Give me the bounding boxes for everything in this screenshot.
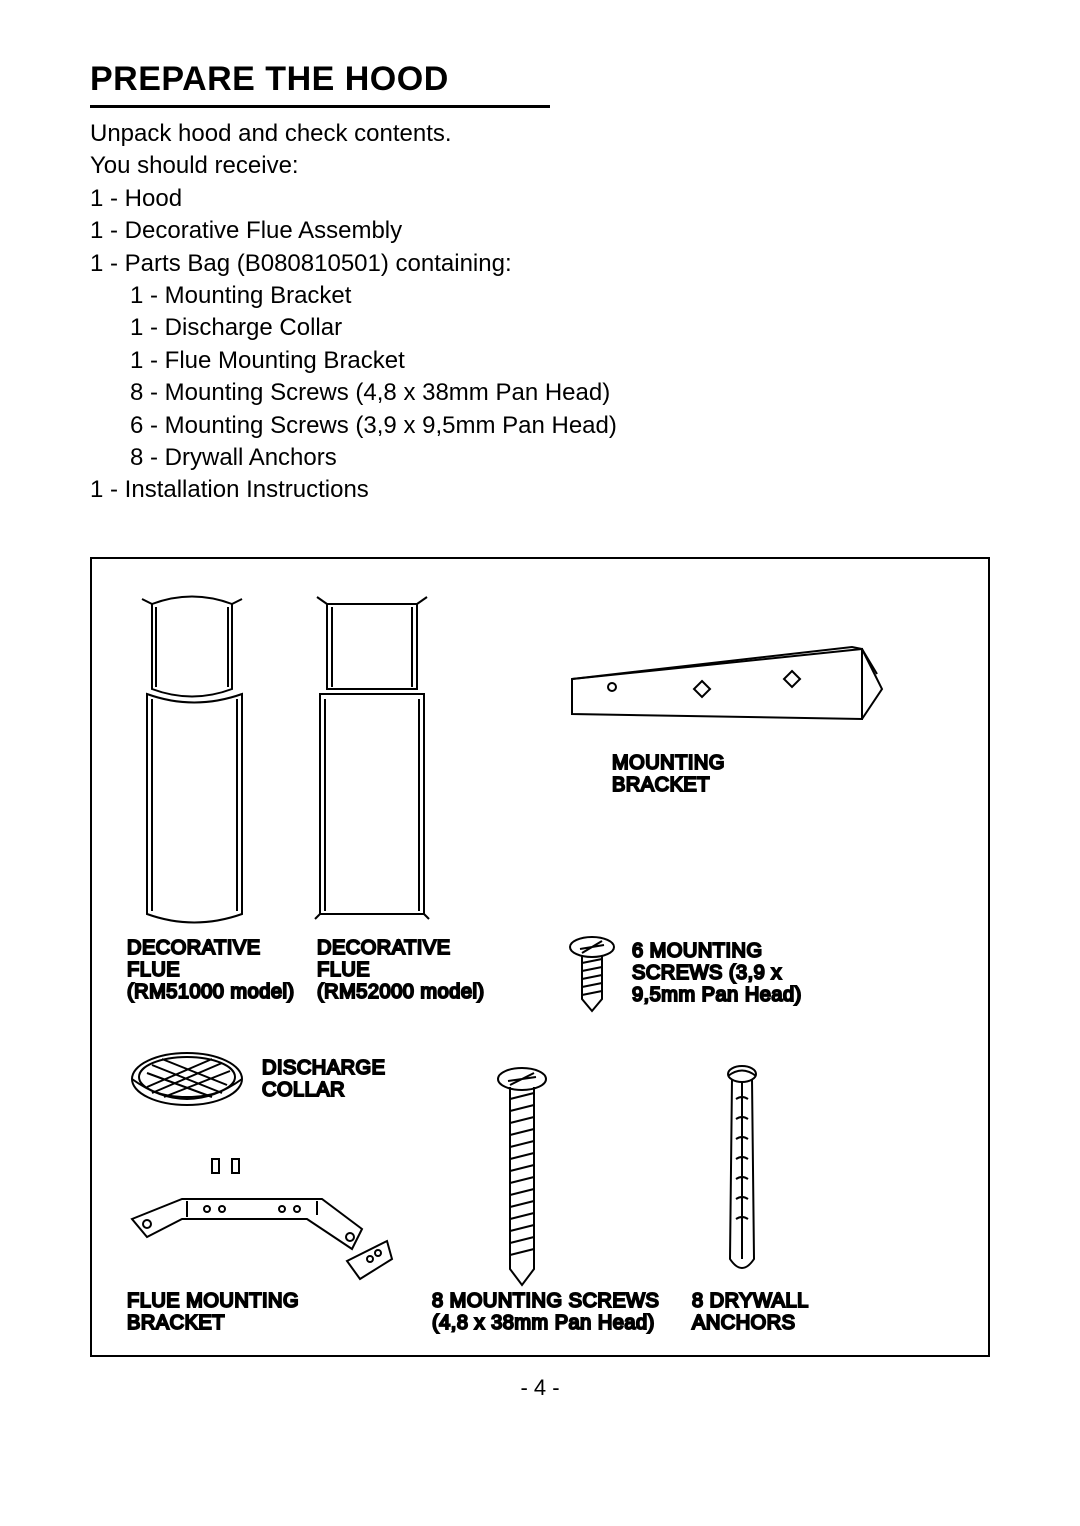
list-item: 8 - Drywall Anchors bbox=[130, 442, 990, 474]
flue-1-icon bbox=[142, 596, 242, 922]
parts-svg: DECORATIVE FLUE (RM51000 model) bbox=[92, 559, 988, 1355]
screw-large-icon bbox=[498, 1068, 546, 1285]
list-item: 6 - Mounting Screws (3,9 x 9,5mm Pan Hea… bbox=[130, 410, 990, 442]
screws6-caption: 9,5mm Pan Head) bbox=[632, 984, 802, 1006]
mbracket-caption: BRACKET bbox=[612, 774, 710, 796]
intro-line: Unpack hood and check contents. bbox=[90, 118, 990, 150]
screws6-caption: SCREWS (3,9 x bbox=[632, 962, 782, 984]
contents-list-end: 1 - Installation Instructions bbox=[90, 474, 990, 506]
flue2-caption: FLUE bbox=[317, 959, 370, 981]
discharge-collar-icon bbox=[132, 1053, 242, 1105]
dcollar-caption: DISCHARGE bbox=[262, 1057, 385, 1079]
flue1-caption: DECORATIVE bbox=[127, 937, 261, 959]
anchors-caption: ANCHORS bbox=[692, 1312, 796, 1334]
list-item: 1 - Installation Instructions bbox=[90, 474, 990, 506]
intro-text: Unpack hood and check contents. You shou… bbox=[90, 118, 990, 183]
flue2-caption: (RM52000 model) bbox=[317, 981, 485, 1003]
list-item: 1 - Hood bbox=[90, 183, 990, 215]
flue-2-icon bbox=[315, 597, 429, 919]
page-title: PREPARE THE HOOD bbox=[90, 60, 990, 99]
title-rule bbox=[90, 105, 550, 108]
sub-list: 1 - Mounting Bracket 1 - Discharge Colla… bbox=[90, 280, 990, 474]
fmbracket-caption: BRACKET bbox=[127, 1312, 225, 1334]
list-item: 8 - Mounting Screws (4,8 x 38mm Pan Head… bbox=[130, 377, 990, 409]
document-page: PREPARE THE HOOD Unpack hood and check c… bbox=[0, 0, 1080, 1526]
dcollar-caption: COLLAR bbox=[262, 1079, 345, 1101]
fmbracket-caption: FLUE MOUNTING bbox=[127, 1290, 299, 1312]
screw-small-icon bbox=[570, 937, 614, 1011]
contents-list: 1 - Hood 1 - Decorative Flue Assembly 1 … bbox=[90, 183, 990, 280]
flue1-caption: (RM51000 model) bbox=[127, 981, 295, 1003]
drywall-anchor-icon bbox=[728, 1066, 756, 1268]
list-item: 1 - Discharge Collar bbox=[130, 312, 990, 344]
screws8-caption: (4,8 x 38mm Pan Head) bbox=[432, 1312, 655, 1334]
mbracket-caption: MOUNTING bbox=[612, 752, 725, 774]
list-item: 1 - Mounting Bracket bbox=[130, 280, 990, 312]
screws6-caption: 6 MOUNTING bbox=[632, 940, 763, 962]
flue-mounting-bracket-icon bbox=[132, 1159, 392, 1279]
mounting-bracket-icon bbox=[572, 647, 882, 719]
list-item: 1 - Flue Mounting Bracket bbox=[130, 345, 990, 377]
list-item: 1 - Decorative Flue Assembly bbox=[90, 215, 990, 247]
list-item: 1 - Parts Bag (B080810501) containing: bbox=[90, 248, 990, 280]
screws8-caption: 8 MOUNTING SCREWS bbox=[432, 1290, 659, 1312]
flue2-caption: DECORATIVE bbox=[317, 937, 451, 959]
anchors-caption: 8 DRYWALL bbox=[692, 1290, 809, 1312]
parts-figure: DECORATIVE FLUE (RM51000 model) bbox=[90, 557, 990, 1357]
page-number: - 4 - bbox=[90, 1375, 990, 1401]
intro-line: You should receive: bbox=[90, 150, 990, 182]
flue1-caption: FLUE bbox=[127, 959, 180, 981]
